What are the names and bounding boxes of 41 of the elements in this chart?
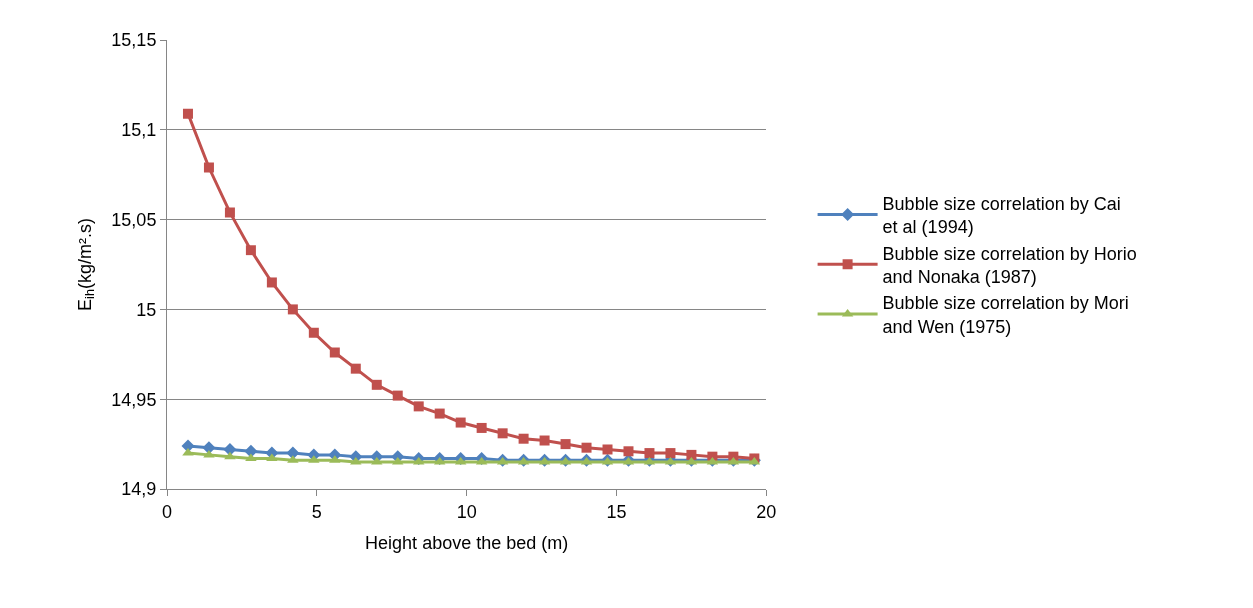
point — [476, 422, 487, 433]
point — [182, 108, 193, 119]
legend-label: Bubble size correlation by Mori and Wen (1975) — [882, 293, 1129, 337]
x-tick-label: 5 — [311, 501, 322, 522]
x-axis-title: Height above the bed (m) — [365, 532, 569, 553]
x-tick-label: 20 — [756, 501, 777, 522]
point — [224, 451, 236, 460]
x-tick-label: 0 — [161, 501, 173, 522]
point — [413, 401, 424, 412]
point — [497, 428, 508, 439]
y-tick-label: 15,15 — [111, 30, 157, 51]
legend-label: Bubble size correlation by Horio and Nonaka (1987) — [882, 243, 1137, 287]
point — [518, 433, 529, 444]
point — [665, 448, 676, 459]
point — [644, 448, 655, 459]
point — [329, 347, 340, 358]
x-tick-label: 10 — [456, 501, 477, 522]
point — [224, 207, 235, 218]
y-tick-label: 15 — [136, 299, 157, 320]
point — [455, 417, 466, 428]
x-tick-label: 15 — [606, 501, 627, 522]
point — [539, 435, 550, 446]
point — [245, 245, 256, 256]
point — [686, 449, 697, 460]
y-tick-label: 14,95 — [111, 389, 157, 410]
point — [350, 363, 361, 374]
point — [308, 327, 319, 338]
point — [434, 408, 445, 419]
y-tick-label: 15,05 — [111, 209, 157, 230]
y-tick-label: 15,1 — [121, 120, 157, 141]
legend-label: Bubble size correlation by Cai et al (1994) — [882, 193, 1121, 238]
point — [623, 446, 634, 457]
point — [602, 444, 613, 455]
point — [371, 379, 382, 390]
point — [581, 442, 592, 453]
point — [203, 162, 214, 173]
point — [287, 304, 298, 315]
point — [266, 277, 277, 288]
point — [392, 390, 403, 401]
y-tick-label: 14,9 — [121, 479, 157, 500]
point — [560, 439, 571, 450]
